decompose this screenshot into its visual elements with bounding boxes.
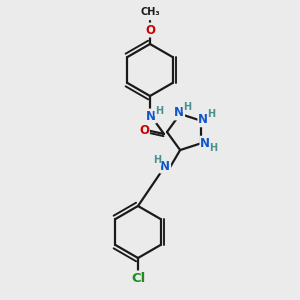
- Text: H: H: [183, 102, 191, 112]
- Text: H: H: [207, 109, 215, 119]
- Text: O: O: [145, 23, 155, 37]
- Text: H: H: [153, 155, 161, 165]
- Text: N: N: [160, 160, 170, 172]
- Text: N: N: [174, 106, 184, 119]
- Text: O: O: [139, 124, 149, 136]
- Text: N: N: [146, 110, 156, 122]
- Text: Cl: Cl: [131, 272, 145, 284]
- Text: N: N: [198, 113, 208, 126]
- Text: H: H: [209, 143, 217, 153]
- Text: N: N: [200, 137, 210, 150]
- Text: H: H: [155, 106, 163, 116]
- Text: CH₃: CH₃: [140, 7, 160, 17]
